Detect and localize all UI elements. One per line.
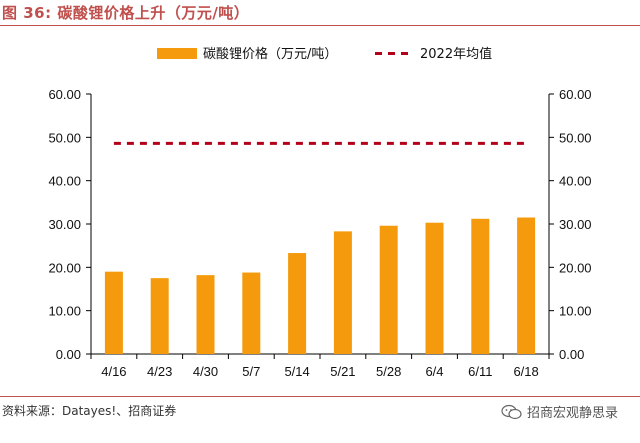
bars [104, 217, 536, 354]
x-tick-label: 6/4 [425, 364, 443, 379]
bar [517, 217, 536, 354]
y-tick-label-right: 30.00 [559, 217, 592, 232]
y-tick-label-left: 10.00 [48, 304, 81, 319]
y-tick-label-left: 0.00 [56, 347, 81, 362]
legend: 碳酸锂价格（万元/吨） 2022年均值 [157, 46, 492, 62]
x-tick-label: 5/7 [242, 364, 260, 379]
bar [242, 272, 261, 354]
y-tick-label-right: 20.00 [559, 260, 592, 275]
bar [150, 278, 169, 354]
title-divider [0, 25, 640, 26]
y-tick-label-left: 60.00 [48, 87, 81, 102]
source-divider [0, 396, 640, 397]
chart: 碳酸锂价格（万元/吨） 2022年均值 0.00 0.00 10.00 10.00 20… [48, 46, 591, 379]
figure-title: 图 36: 碳酸锂价格上升（万元/吨） [2, 4, 250, 22]
axes: 0.00 0.00 10.00 10.00 20.00 20.00 30.00 30.00 40… [48, 87, 591, 362]
legend-label-bar: 碳酸锂价格（万元/吨） [203, 46, 337, 62]
bar [196, 275, 215, 354]
y-tick-label-right: 60.00 [559, 87, 592, 102]
x-tick-label: 5/21 [330, 364, 355, 379]
y-tick-label-left: 20.00 [48, 260, 81, 275]
y-tick-label-right: 40.00 [559, 174, 592, 189]
x-tick-label: 6/11 [468, 364, 492, 379]
bar [333, 231, 352, 354]
wechat-icon [501, 404, 522, 419]
bar [288, 253, 307, 354]
y-tick-label-right: 0.00 [559, 347, 584, 362]
x-tick-label: 5/14 [284, 364, 309, 379]
bar [379, 225, 398, 354]
x-tick-label: 6/18 [513, 364, 538, 379]
x-tick-label: 5/28 [376, 364, 401, 379]
bar [471, 218, 490, 354]
bar [425, 222, 444, 354]
legend-swatch-bar [157, 48, 197, 59]
y-tick-label-right: 50.00 [559, 130, 592, 145]
source-note: 资料来源：Datayes!、招商证券 [2, 404, 177, 418]
x-tick-label: 4/16 [101, 364, 126, 379]
watermark: 招商宏观静思录 [501, 402, 618, 421]
x-tick-label: 4/30 [193, 364, 218, 379]
watermark-text: 招商宏观静思录 [526, 406, 618, 421]
y-tick-label-left: 30.00 [48, 217, 81, 232]
y-tick-label-left: 50.00 [48, 130, 81, 145]
y-tick-label-left: 40.00 [48, 174, 81, 189]
y-tick-label-right: 10.00 [559, 304, 592, 319]
x-axis-labels: 4/16 4/23 4/30 5/7 5/14 5/21 5/28 6/4 6/11 6/18 [101, 364, 539, 379]
legend-label-line: 2022年均值 [420, 46, 492, 62]
bar [104, 271, 123, 354]
x-tick-label: 4/23 [147, 364, 172, 379]
